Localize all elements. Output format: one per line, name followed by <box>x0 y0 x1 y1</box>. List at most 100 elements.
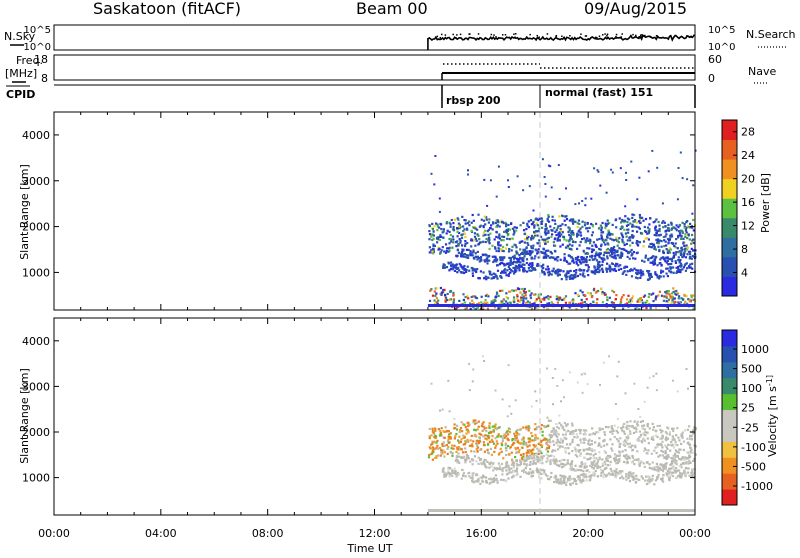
echo-cell <box>691 473 694 477</box>
echo-cell <box>525 444 528 447</box>
echo-cell <box>468 224 471 227</box>
echo-cell <box>614 457 617 460</box>
echo-cell <box>500 221 503 224</box>
echo-cell <box>518 241 521 244</box>
echo-cell <box>550 454 553 457</box>
echo-cell <box>449 473 452 476</box>
echo-cell <box>484 464 487 467</box>
echo-cell <box>543 176 546 178</box>
echo-cell <box>573 468 576 471</box>
echo-cell <box>539 217 542 220</box>
echo-cell <box>601 260 604 263</box>
echo-cell <box>671 299 674 302</box>
echo-cell <box>530 455 533 458</box>
echo-cell <box>669 467 673 470</box>
echo-cell <box>435 441 438 444</box>
echo-cell <box>573 446 576 449</box>
echo-cell <box>590 466 593 469</box>
echo-cell <box>670 233 673 236</box>
echo-cell <box>588 258 591 262</box>
echo-cell <box>662 235 665 239</box>
echo-cell <box>651 242 654 245</box>
echo-cell <box>513 256 517 259</box>
echo-cell <box>615 236 618 239</box>
echo-cell <box>513 438 517 441</box>
echo-cell <box>556 431 559 434</box>
echo-cell <box>537 256 540 259</box>
echo-cell <box>462 293 465 296</box>
echo-cell <box>525 261 528 265</box>
echo-cell <box>534 232 537 235</box>
echo-cell <box>498 235 501 238</box>
echo-cell <box>563 458 566 462</box>
echo-cell <box>558 270 561 273</box>
echo-cell <box>669 463 672 466</box>
echo-cell <box>643 447 646 450</box>
echo-cell <box>590 234 594 237</box>
echo-cell <box>677 474 680 478</box>
echo-cell <box>639 276 642 279</box>
echo-cell <box>586 383 589 386</box>
echo-cell <box>507 467 510 470</box>
time-tick-label: 16:00 <box>465 527 497 540</box>
echo-cell <box>477 456 480 459</box>
velocity-echoes <box>427 355 698 512</box>
echo-cell <box>639 415 642 418</box>
echo-cell <box>560 477 563 480</box>
echo-cell <box>508 256 511 259</box>
echo-cell <box>590 254 594 258</box>
echo-cell <box>459 440 462 443</box>
echo-cell <box>447 468 450 471</box>
echo-cell <box>602 361 605 364</box>
echo-cell <box>564 450 567 453</box>
echo-cell <box>672 427 675 430</box>
echo-cell <box>496 220 500 223</box>
echo-cell <box>605 270 609 273</box>
echo-cell <box>591 258 594 261</box>
echo-cell <box>547 231 550 234</box>
echo-cell <box>620 298 623 301</box>
echo-cell <box>564 224 567 227</box>
nsearch-point <box>688 36 691 38</box>
echo-cell <box>428 230 431 233</box>
echo-cell <box>455 455 458 458</box>
echo-cell <box>679 458 682 461</box>
echo-cell <box>618 256 621 259</box>
echo-cell <box>595 431 598 434</box>
echo-cell <box>531 474 534 477</box>
echo-cell <box>541 266 544 269</box>
echo-cell <box>497 467 500 470</box>
echo-cell <box>446 247 449 250</box>
echo-cell <box>519 296 523 299</box>
echo-cell <box>649 307 652 310</box>
echo-cell <box>662 270 665 273</box>
echo-cell <box>568 255 572 258</box>
power-colorbar-tick-label: 4 <box>741 267 748 280</box>
echo-cell <box>563 219 566 222</box>
echo-cell <box>686 302 689 305</box>
echo-cell <box>635 477 638 480</box>
echo-cell <box>662 464 665 467</box>
echo-cell <box>675 224 678 227</box>
echo-cell <box>564 463 567 466</box>
echo-cell <box>499 302 502 305</box>
echo-cell <box>606 255 609 258</box>
echo-cell <box>567 246 570 249</box>
echo-cell <box>616 375 619 378</box>
echo-cell <box>641 270 644 273</box>
echo-cell <box>535 230 538 233</box>
echo-cell <box>679 253 683 256</box>
echo-cell <box>656 166 659 169</box>
echo-cell <box>483 301 486 304</box>
echo-cell <box>669 236 672 239</box>
echo-cell <box>586 252 590 255</box>
echo-cell <box>680 474 683 477</box>
echo-cell <box>691 241 694 244</box>
velocity-colorbar-tick-label: -100 <box>741 441 766 454</box>
echo-cell <box>622 423 625 426</box>
echo-cell <box>509 447 512 450</box>
echo-cell <box>656 264 659 267</box>
echo-cell <box>676 390 679 393</box>
echo-cell <box>557 448 560 451</box>
